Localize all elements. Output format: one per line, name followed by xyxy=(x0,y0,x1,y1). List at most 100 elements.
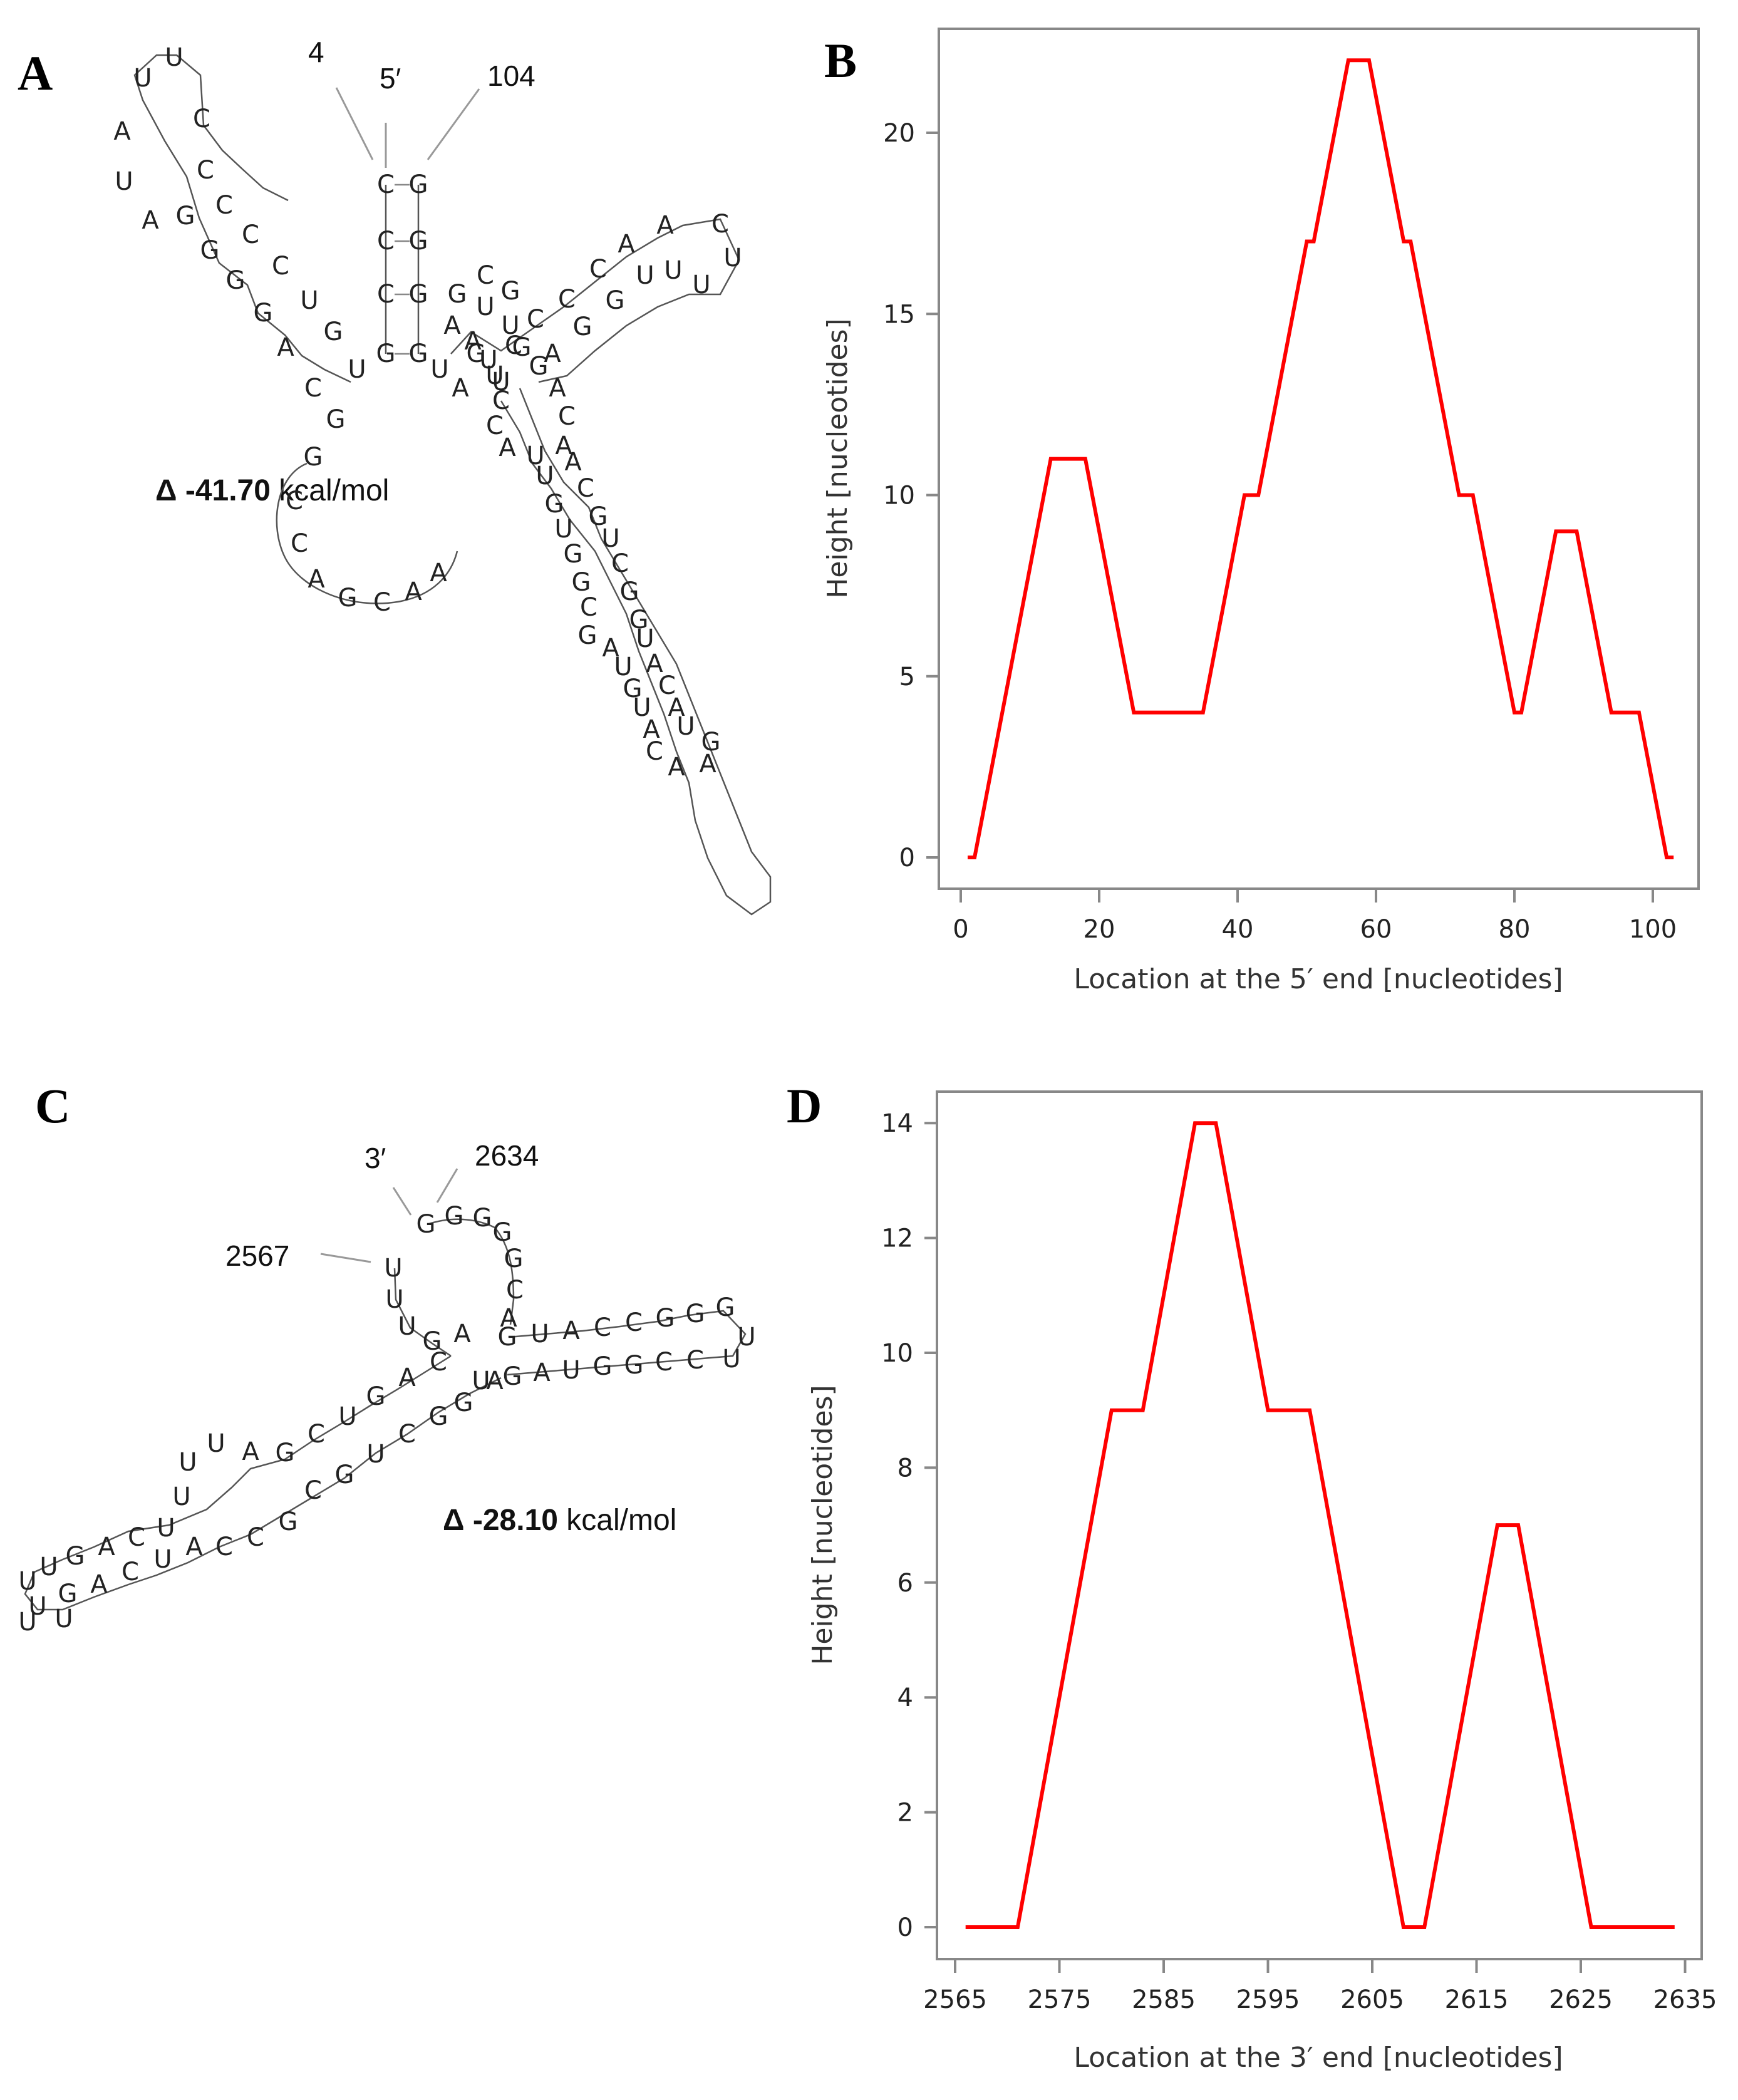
y-tick-label: 5 xyxy=(899,663,915,691)
svg-text:U: U xyxy=(692,271,710,299)
svg-text:G: G xyxy=(606,286,625,315)
svg-text:U: U xyxy=(535,462,554,490)
svg-text:A: A xyxy=(646,649,663,678)
svg-text:A: A xyxy=(98,1533,115,1561)
y-tick-label: 4 xyxy=(897,1684,913,1712)
svg-text:C: C xyxy=(646,737,663,766)
svg-text:C: C xyxy=(247,1523,264,1552)
svg-text:U: U xyxy=(157,1514,175,1543)
y-tick-label: 0 xyxy=(899,844,915,872)
data-line xyxy=(968,58,1674,859)
x-tick-label: 2625 xyxy=(1549,1985,1613,2014)
svg-text:G: G xyxy=(409,227,428,256)
svg-text:U: U xyxy=(348,355,366,384)
svg-text:U: U xyxy=(385,1285,403,1314)
panel-label-d: D xyxy=(787,1078,822,1133)
svg-text:A: A xyxy=(486,1367,504,1395)
svg-text:U: U xyxy=(153,1545,172,1574)
x-tick-label: 2635 xyxy=(1653,1985,1717,2014)
svg-text:C: C xyxy=(658,671,676,700)
structure-c-start-index: 2567 xyxy=(225,1239,290,1272)
structure-c-3prime-label: 3′ xyxy=(365,1142,386,1174)
svg-text:A: A xyxy=(562,1316,580,1345)
backbone xyxy=(276,462,458,604)
nucleotides: AG UA UC CA CG CG AU AU CU U xyxy=(430,210,742,403)
x-axis-title: Location at the 5′ end [nucleotides] xyxy=(1073,963,1563,995)
x-axis: 2565 2575 2585 2595 2605 2615 2625 2635 xyxy=(923,1959,1717,2014)
svg-text:A: A xyxy=(277,333,294,362)
x-tick-label: 40 xyxy=(1222,915,1254,944)
y-axis-title: Height [nucleotides] xyxy=(822,318,854,598)
svg-text:C: C xyxy=(215,191,233,220)
svg-text:G: G xyxy=(467,339,486,368)
svg-text:G: G xyxy=(629,606,649,634)
svg-text:G: G xyxy=(593,1352,613,1381)
backbone xyxy=(500,388,772,916)
y-tick-label: 15 xyxy=(883,300,915,329)
svg-text:C: C xyxy=(122,1558,139,1586)
svg-text:U: U xyxy=(476,292,494,321)
svg-text:C: C xyxy=(398,1420,416,1449)
svg-text:G: G xyxy=(366,1382,386,1411)
svg-text:A: A xyxy=(430,559,447,587)
svg-text:G: G xyxy=(200,236,220,265)
y-tick-label: 20 xyxy=(883,119,915,148)
y-tick-label: 12 xyxy=(881,1224,913,1253)
svg-text:C: C xyxy=(377,280,395,309)
y-tick-label: 10 xyxy=(883,482,915,510)
svg-text:A: A xyxy=(499,433,516,462)
svg-text:C: C xyxy=(377,227,395,256)
y-tick-label: 14 xyxy=(881,1109,913,1138)
svg-text:G: G xyxy=(473,1204,492,1233)
svg-text:U: U xyxy=(472,1367,490,1395)
svg-text:A: A xyxy=(142,206,159,235)
svg-text:C: C xyxy=(527,305,544,334)
svg-text:G: G xyxy=(335,1461,354,1489)
svg-text:A: A xyxy=(500,1304,517,1333)
svg-text:A: A xyxy=(643,715,660,744)
x-tick-label: 100 xyxy=(1629,915,1677,944)
svg-text:G: G xyxy=(503,1362,522,1391)
leader-line xyxy=(320,1253,371,1263)
svg-text:U: U xyxy=(384,1254,402,1283)
backbone xyxy=(133,54,351,383)
x-tick-label: 60 xyxy=(1360,915,1392,944)
svg-text:C: C xyxy=(304,1476,322,1505)
svg-text:U: U xyxy=(39,1553,58,1581)
svg-text:A: A xyxy=(242,1437,259,1466)
svg-text:C: C xyxy=(580,593,597,622)
structure-c-end-index: 2634 xyxy=(475,1139,539,1172)
svg-text:A: A xyxy=(405,577,422,606)
svg-text:C: C xyxy=(291,529,308,558)
svg-text:U: U xyxy=(165,43,183,72)
svg-text:G: G xyxy=(276,1439,295,1467)
svg-text:C: C xyxy=(625,1308,643,1337)
svg-text:C: C xyxy=(506,1276,524,1305)
svg-text:A: A xyxy=(564,448,582,477)
svg-text:U: U xyxy=(178,1448,197,1477)
svg-text:C: C xyxy=(215,1533,233,1561)
svg-text:G: G xyxy=(624,1351,644,1380)
svg-text:G: G xyxy=(254,299,273,328)
energy-symbol: Δ xyxy=(155,474,177,507)
svg-text:U: U xyxy=(636,624,654,653)
svg-text:C: C xyxy=(197,156,214,185)
x-tick-label: 2565 xyxy=(923,1985,987,2014)
svg-text:C: C xyxy=(505,331,522,360)
svg-text:U: U xyxy=(485,361,504,390)
svg-text:U: U xyxy=(28,1592,46,1621)
svg-text:A: A xyxy=(464,327,482,356)
svg-text:A: A xyxy=(90,1570,108,1599)
backbone xyxy=(24,1355,502,1611)
structure-a-start-index: 4 xyxy=(308,36,324,68)
svg-text:G: G xyxy=(716,1293,735,1322)
svg-text:U: U xyxy=(366,1440,385,1469)
svg-text:C: C xyxy=(711,210,729,239)
y-axis: 0 2 4 6 8 10 12 14 xyxy=(881,1109,937,1942)
svg-text:G: G xyxy=(409,170,428,199)
svg-text:G: G xyxy=(686,1300,705,1328)
